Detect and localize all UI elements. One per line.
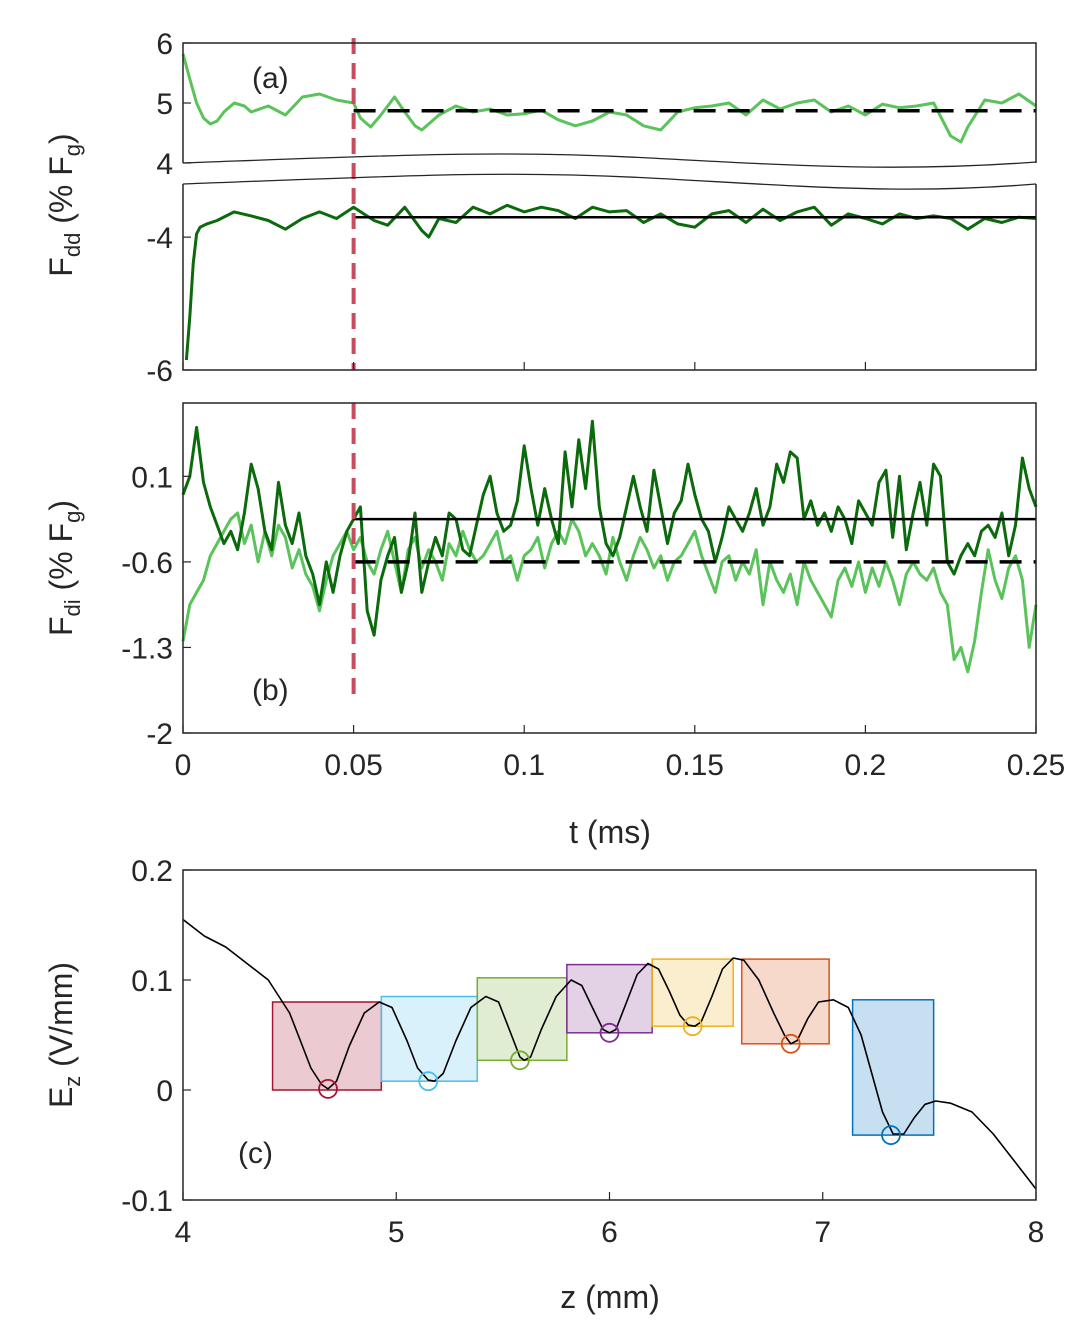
trap-well-2	[380, 995, 479, 1082]
panel-c-ytick-label: 0.1	[131, 965, 173, 998]
panel-c-xtick-label: 5	[388, 1216, 405, 1249]
panel-a-label: (a)	[252, 62, 289, 95]
panel-c-xtick-label: 8	[1028, 1216, 1045, 1249]
panel-c-xtick-label: 4	[175, 1216, 192, 1249]
panel-a-ylabel-close: )	[43, 133, 79, 144]
trap-well-6	[740, 958, 830, 1045]
panel-b-xtick-label: 0.2	[845, 749, 887, 782]
panel-a-lower-ytick-label: -6	[146, 355, 173, 388]
trap-minimum-5	[682, 1016, 703, 1037]
panel-a-ylabel-tail: (% F	[43, 156, 79, 232]
panel-a-series-lower-dark	[184, 203, 1037, 361]
panel-b-xtick-label: 0.1	[503, 749, 545, 782]
panel-b-xtick-label: 0.05	[324, 749, 382, 782]
panel-a-upper-frame	[182, 42, 1037, 163]
axis-break-top	[182, 153, 1037, 168]
panel-c-xtick-label: 7	[814, 1216, 831, 1249]
panel-b-ytick-label: 0.1	[131, 461, 173, 494]
trap-minimum-4	[599, 1022, 620, 1043]
panel-b-label: (b)	[252, 674, 289, 707]
panel-b-xtick-label: 0	[175, 749, 192, 782]
panel-a-ylabel-sub: dd	[60, 233, 85, 257]
panel-c-xlabel: z (mm)	[560, 1279, 660, 1315]
panel-b-ytick-label: -1.3	[121, 632, 173, 665]
panel-c-label: (c)	[238, 1137, 273, 1170]
panel-a-upper-ytick-label: 5	[156, 88, 173, 121]
panel-b-series-light	[181, 511, 1038, 674]
panel-b-xlabel: t (ms)	[569, 814, 651, 850]
panel-c-frame	[182, 869, 1037, 1201]
panel-c-ytick-label: -0.1	[121, 1185, 173, 1218]
trap-well-4	[566, 963, 653, 1034]
panel-c-ylabel-sub: z	[60, 1076, 85, 1087]
panel-a-ylabel-tail-sub: g	[60, 144, 85, 156]
trap-well-1	[271, 1001, 383, 1091]
panel-c-xtick-label: 6	[601, 1216, 618, 1249]
panel-b-series-dark	[181, 419, 1038, 637]
panel-a-lower-ytick-label: -4	[146, 222, 173, 255]
panel-b: 0.1 -0.6 -1.3 -20 0.05 0.1 0.15 0.2 0.25 (b) Fdi…	[43, 402, 1065, 850]
panel-b-ylabel-main: F	[43, 616, 79, 636]
panel-b-ylabel-tail: (% F	[43, 523, 79, 599]
trap-minimum-1	[318, 1079, 338, 1099]
panel-c-field-curve	[182, 918, 1037, 1190]
panel-b-ylabel: Fdi (% Fg)	[43, 500, 85, 636]
panel-c-ytick-label: 0	[156, 1075, 173, 1108]
trap-well-7	[851, 999, 935, 1136]
trap-well-5	[651, 958, 734, 1027]
panel-a-ylabel: Fdd (% Fg)	[43, 133, 85, 276]
panel-c-ylabel-tail: (V/mm)	[43, 962, 79, 1076]
panel-a-series-upper-light	[181, 53, 1037, 144]
panel-c-ylabel-main: E	[43, 1087, 79, 1108]
panel-a: 6 5 4 -4 -6 (a) Fdd (% Fg)	[43, 28, 1037, 388]
panel-b-ylabel-close: )	[43, 500, 79, 511]
panel-a-upper-ytick-label: 6	[156, 28, 173, 61]
panel-b-ylabel-sub: di	[60, 599, 85, 616]
panel-c: 0.2 0.1 0 -0.14 5 6 7 8 (c) Ez (V/mm) z (mm)	[43, 855, 1044, 1315]
axis-break-bottom	[182, 173, 1037, 190]
trap-minimum-6	[780, 1033, 801, 1054]
trap-minimum-3	[510, 1050, 530, 1071]
trap-minimum-7	[881, 1125, 901, 1145]
panel-b-xtick-label: 0.15	[666, 749, 724, 782]
panel-a-ylabel-main: F	[43, 257, 79, 277]
trap-minimum-2	[418, 1071, 439, 1092]
panel-c-ytick-label: 0.2	[131, 855, 173, 888]
panel-b-xtick-label: 0.25	[1007, 749, 1065, 782]
panel-c-ylabel: Ez (V/mm)	[43, 962, 85, 1108]
panel-a-lower-frame	[182, 184, 1037, 371]
panel-b-frame	[182, 402, 1037, 734]
panel-b-ytick-label: -2	[146, 718, 173, 751]
panel-a-upper-ytick-label: 4	[156, 148, 173, 181]
panel-b-ylabel-tail-sub: g	[60, 511, 85, 523]
trap-well-3	[476, 977, 568, 1062]
panel-b-ytick-label: -0.6	[121, 547, 173, 580]
